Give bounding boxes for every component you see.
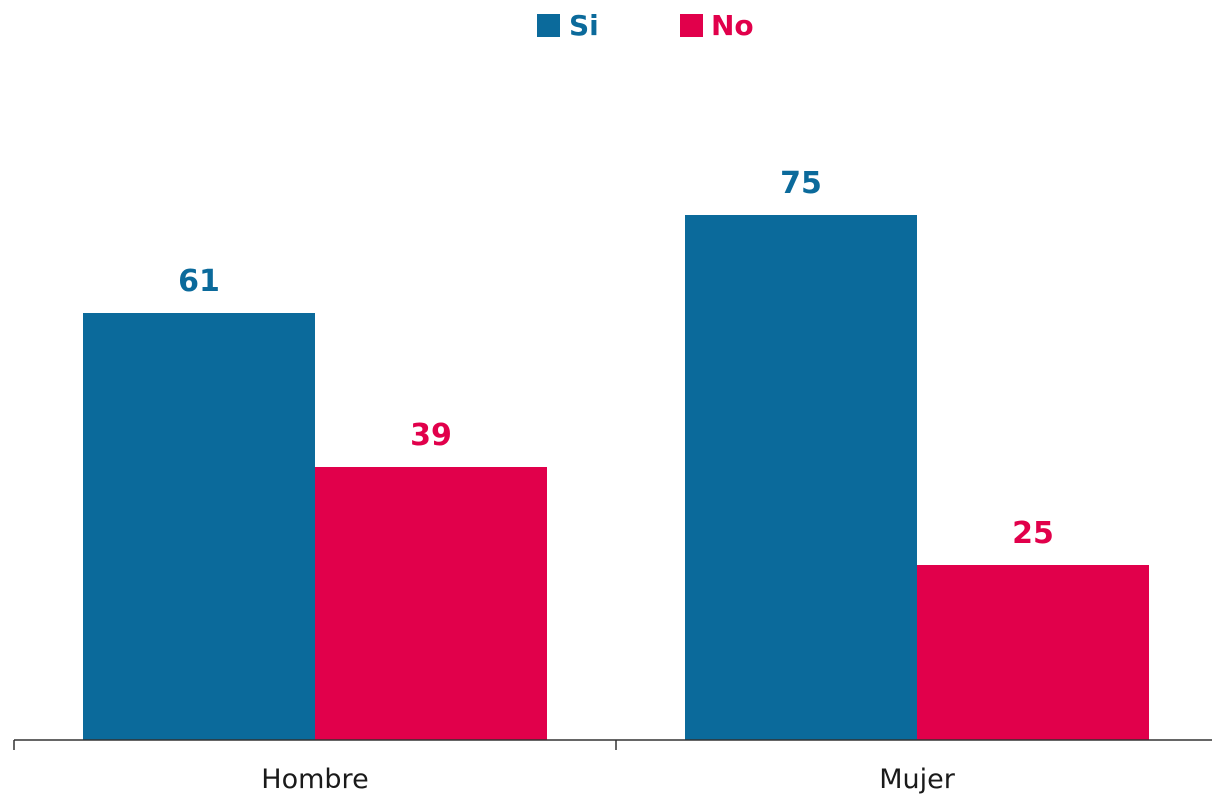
value-labels-group: 61 39 75 25 [178,166,1054,551]
bar-hombre-no [315,467,547,740]
category-label-hombre: Hombre [261,764,368,795]
category-label-mujer: Mujer [879,764,956,795]
value-label-hombre-no: 39 [410,418,452,453]
category-labels-group: Hombre Mujer [261,764,955,795]
legend-swatch-no [680,14,703,37]
bars-group [83,215,1149,740]
value-label-hombre-si: 61 [178,264,220,299]
value-label-mujer-si: 75 [780,166,822,201]
bar-mujer-si [685,215,917,740]
legend-swatch-si [537,14,560,37]
legend: Si No [537,9,754,42]
legend-label-no: No [711,9,754,42]
value-label-mujer-no: 25 [1012,516,1054,551]
bar-hombre-si [83,313,315,740]
legend-label-si: Si [569,9,599,42]
bar-mujer-no [917,565,1149,740]
x-axis [13,739,1212,750]
